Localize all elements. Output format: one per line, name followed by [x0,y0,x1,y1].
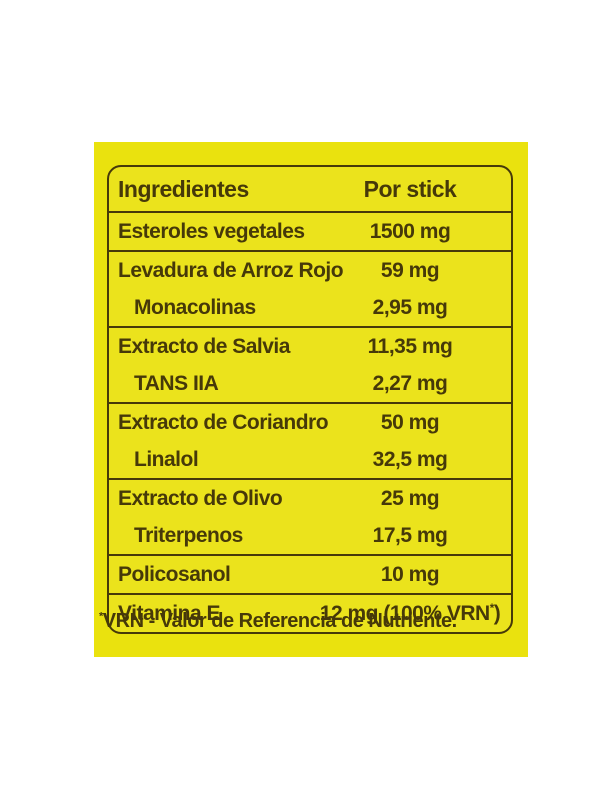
asterisk-reference-mark: * [489,602,495,615]
ingredient-amount: 25 mg [380,486,440,510]
ingredient-amount: 1500 mg [369,219,451,243]
vrn-footnote: *VRN - Valor de Referencia de Nutriente. [99,610,457,632]
ingredient-row: Triterpenos 17,5 mg [109,517,511,554]
ingredient-amount: 50 mg [380,410,440,434]
ingredient-name: Policosanol [118,562,231,586]
asterisk-reference-mark: * [99,610,103,623]
ingredients-table: Ingredientes Por stick Esteroles vegetal… [107,165,513,634]
ingredient-name: Extracto de Olivo [118,486,283,510]
ingredient-name: Esteroles vegetales [118,219,305,243]
ingredient-row: Levadura de Arroz Rojo 59 mg [109,250,511,289]
ingredient-name: Extracto de Salvia [118,334,290,358]
ingredient-name: Levadura de Arroz Rojo [118,258,344,282]
ingredient-row: Vitamina E 12 mg (100% VRN*) [109,593,511,632]
ingredient-amount: 10 mg [380,562,440,586]
ingredient-amount: 17,5 mg [372,523,448,547]
label-background: Ingredientes Por stick Esteroles vegetal… [94,142,528,657]
table-body: Esteroles vegetales 1500 mg Levadura de … [109,211,511,632]
ingredient-row: Extracto de Olivo 25 mg [109,478,511,517]
ingredient-name: TANS IIA [134,371,219,395]
ingredient-amount: 2,95 mg [372,295,448,319]
ingredient-amount: 59 mg [380,258,440,282]
ingredient-row: Linalol 32,5 mg [109,441,511,478]
ingredient-row: Esteroles vegetales 1500 mg [109,211,511,250]
ingredient-row: Extracto de Coriandro 50 mg [109,402,511,441]
ingredient-name: Linalol [134,447,199,471]
ingredient-amount: 12 mg (100% VRN*) [319,601,501,625]
ingredients-column-header: Ingredientes [118,175,249,202]
per-stick-column-header: Por stick [363,175,457,202]
ingredient-name: Monacolinas [134,295,256,319]
table-header-row: Ingredientes Por stick [109,167,511,211]
ingredient-row: Extracto de Salvia 11,35 mg [109,326,511,365]
ingredient-row: Monacolinas 2,95 mg [109,289,511,326]
ingredient-amount: 32,5 mg [372,447,448,471]
ingredient-row: Policosanol 10 mg [109,554,511,593]
ingredient-amount: 11,35 mg [367,334,453,358]
ingredient-row: TANS IIA 2,27 mg [109,365,511,402]
ingredient-amount: 2,27 mg [372,371,448,395]
ingredient-name: Extracto de Coriandro [118,410,329,434]
ingredient-name: Vitamina E [118,601,221,625]
ingredient-name: Triterpenos [134,523,243,547]
